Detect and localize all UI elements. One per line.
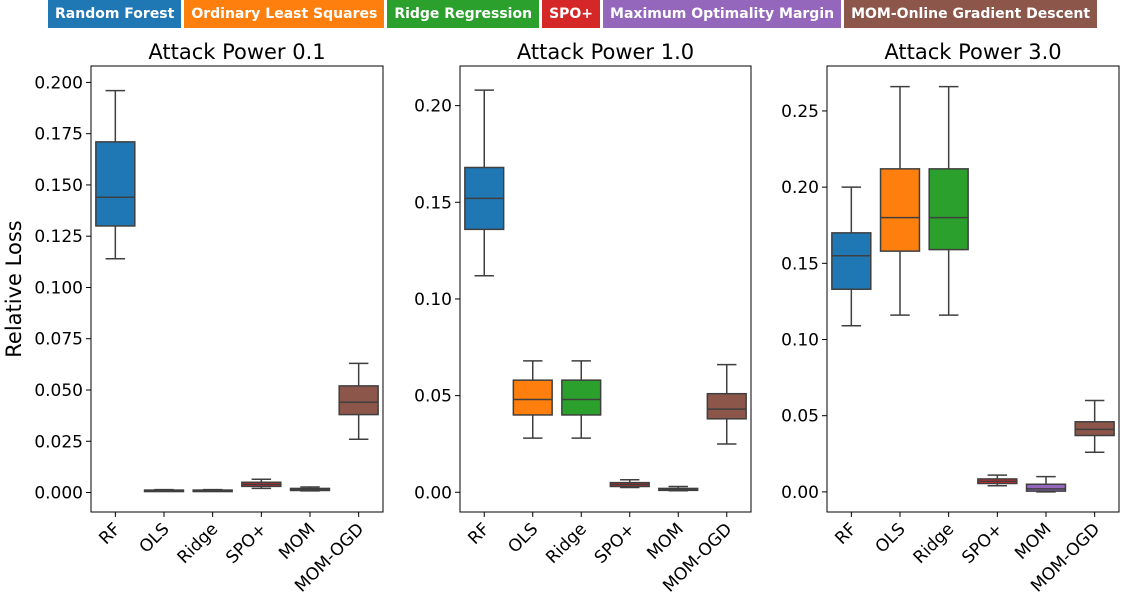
y-tick-label: 0.15	[781, 254, 819, 274]
box-ridge	[928, 85, 969, 316]
box-ols	[143, 488, 185, 493]
y-tick-label: 0.075	[34, 330, 83, 350]
y-tick-label: 0.15	[414, 193, 452, 213]
box-body	[1025, 483, 1067, 492]
x-tick-label: MOM	[275, 519, 319, 563]
y-tick-label: 0.100	[34, 278, 83, 298]
box-mom	[1025, 475, 1067, 493]
box-body	[1074, 421, 1115, 437]
y-tick-label: 0.175	[34, 125, 83, 145]
box-body	[706, 392, 747, 420]
legend: Random Forest Ordinary Least Squares Rid…	[48, 0, 1098, 28]
y-axis-label: Relative Loss	[2, 220, 26, 357]
x-tick-label: Ridge	[542, 519, 590, 567]
x-tick-label: OLS	[872, 519, 910, 557]
x-tick-label: OLS	[136, 519, 174, 557]
chart-title: Attack Power 0.1	[148, 40, 325, 64]
x-tick-label: Ridge	[174, 519, 222, 567]
y-tick-label: 0.050	[34, 381, 83, 401]
box-body	[561, 379, 602, 416]
box-ridge	[561, 360, 602, 439]
box-ridge	[192, 488, 233, 493]
box-rf	[95, 89, 136, 260]
plot-frame	[826, 65, 1120, 513]
x-tick-label: SPO+	[222, 519, 271, 568]
plot-frame	[459, 65, 752, 513]
legend-item-maximum-optimality-margin: Maximum Optimality Margin	[603, 0, 842, 28]
box-body	[338, 385, 379, 416]
box-ols	[879, 85, 921, 316]
box-spo-	[609, 478, 650, 489]
chart-title: Attack Power 1.0	[517, 40, 694, 64]
box-body	[928, 168, 969, 251]
y-tick-label: 0.125	[34, 227, 83, 247]
plot-frame	[90, 65, 384, 513]
x-tick-label: MOM	[1011, 519, 1055, 563]
box-ols	[512, 360, 553, 439]
y-tick-label: 0.150	[34, 176, 83, 196]
legend-item-mom-ogd: MOM-Online Gradient Descent	[844, 0, 1098, 28]
chart-panel-3: Attack Power 3.0 0.00 0.05 0.10 0.15 0.20 0.25…	[781, 40, 1120, 596]
x-tick-label: SPO+	[958, 519, 1007, 568]
legend-item-spo-plus: SPO+	[542, 0, 601, 28]
y-tick-label: 0.10	[414, 290, 452, 310]
y-tick-label: 0.25	[781, 102, 819, 122]
chart-panel-2: Attack Power 1.0 0.00 0.05 0.10 0.15 0.20 RF OL…	[414, 40, 752, 596]
box-body	[831, 232, 872, 290]
chart-title: Attack Power 3.0	[884, 40, 1061, 64]
box-spo-	[241, 478, 282, 490]
box-mom	[289, 486, 331, 492]
x-tick-label: MOM	[643, 519, 687, 563]
y-tick-label: 0.20	[781, 178, 819, 198]
box-mom-ogd	[706, 363, 747, 445]
y-tick-label: 0.000	[34, 484, 83, 504]
y-tick-label: 0.200	[34, 73, 83, 93]
box-rf	[831, 186, 872, 327]
y-tick-label: 0.10	[781, 331, 819, 351]
y-tick-label: 0.00	[781, 483, 819, 503]
box-body	[95, 141, 136, 227]
y-tick-label: 0.05	[781, 407, 819, 427]
y-tick-label: 0.05	[414, 387, 452, 407]
box-mom-ogd	[1074, 399, 1115, 454]
box-body	[879, 168, 921, 252]
y-tick-label: 0.00	[414, 483, 452, 503]
box-body	[512, 379, 553, 416]
box-rf	[464, 89, 505, 277]
chart-panel-1: Attack Power 0.1 0.000 0.025 0.050 0.075 0.10…	[2, 40, 384, 596]
x-tick-label: RF	[464, 519, 493, 548]
x-tick-label: Ridge	[910, 519, 958, 567]
x-tick-label: RF	[95, 519, 124, 548]
x-tick-label: RF	[831, 519, 860, 548]
box-mom-ogd	[338, 362, 379, 440]
y-tick-label: 0.20	[414, 97, 452, 117]
legend-item-random-forest: Random Forest	[48, 0, 182, 28]
legend-item-ordinary-least-squares: Ordinary Least Squares	[184, 0, 385, 28]
box-mom	[658, 485, 699, 492]
legend-item-ridge-regression: Ridge Regression	[387, 0, 540, 28]
x-tick-label: OLS	[504, 519, 542, 557]
x-tick-label: SPO+	[591, 519, 640, 568]
y-tick-label: 0.025	[34, 432, 83, 452]
box-spo-	[977, 474, 1018, 487]
